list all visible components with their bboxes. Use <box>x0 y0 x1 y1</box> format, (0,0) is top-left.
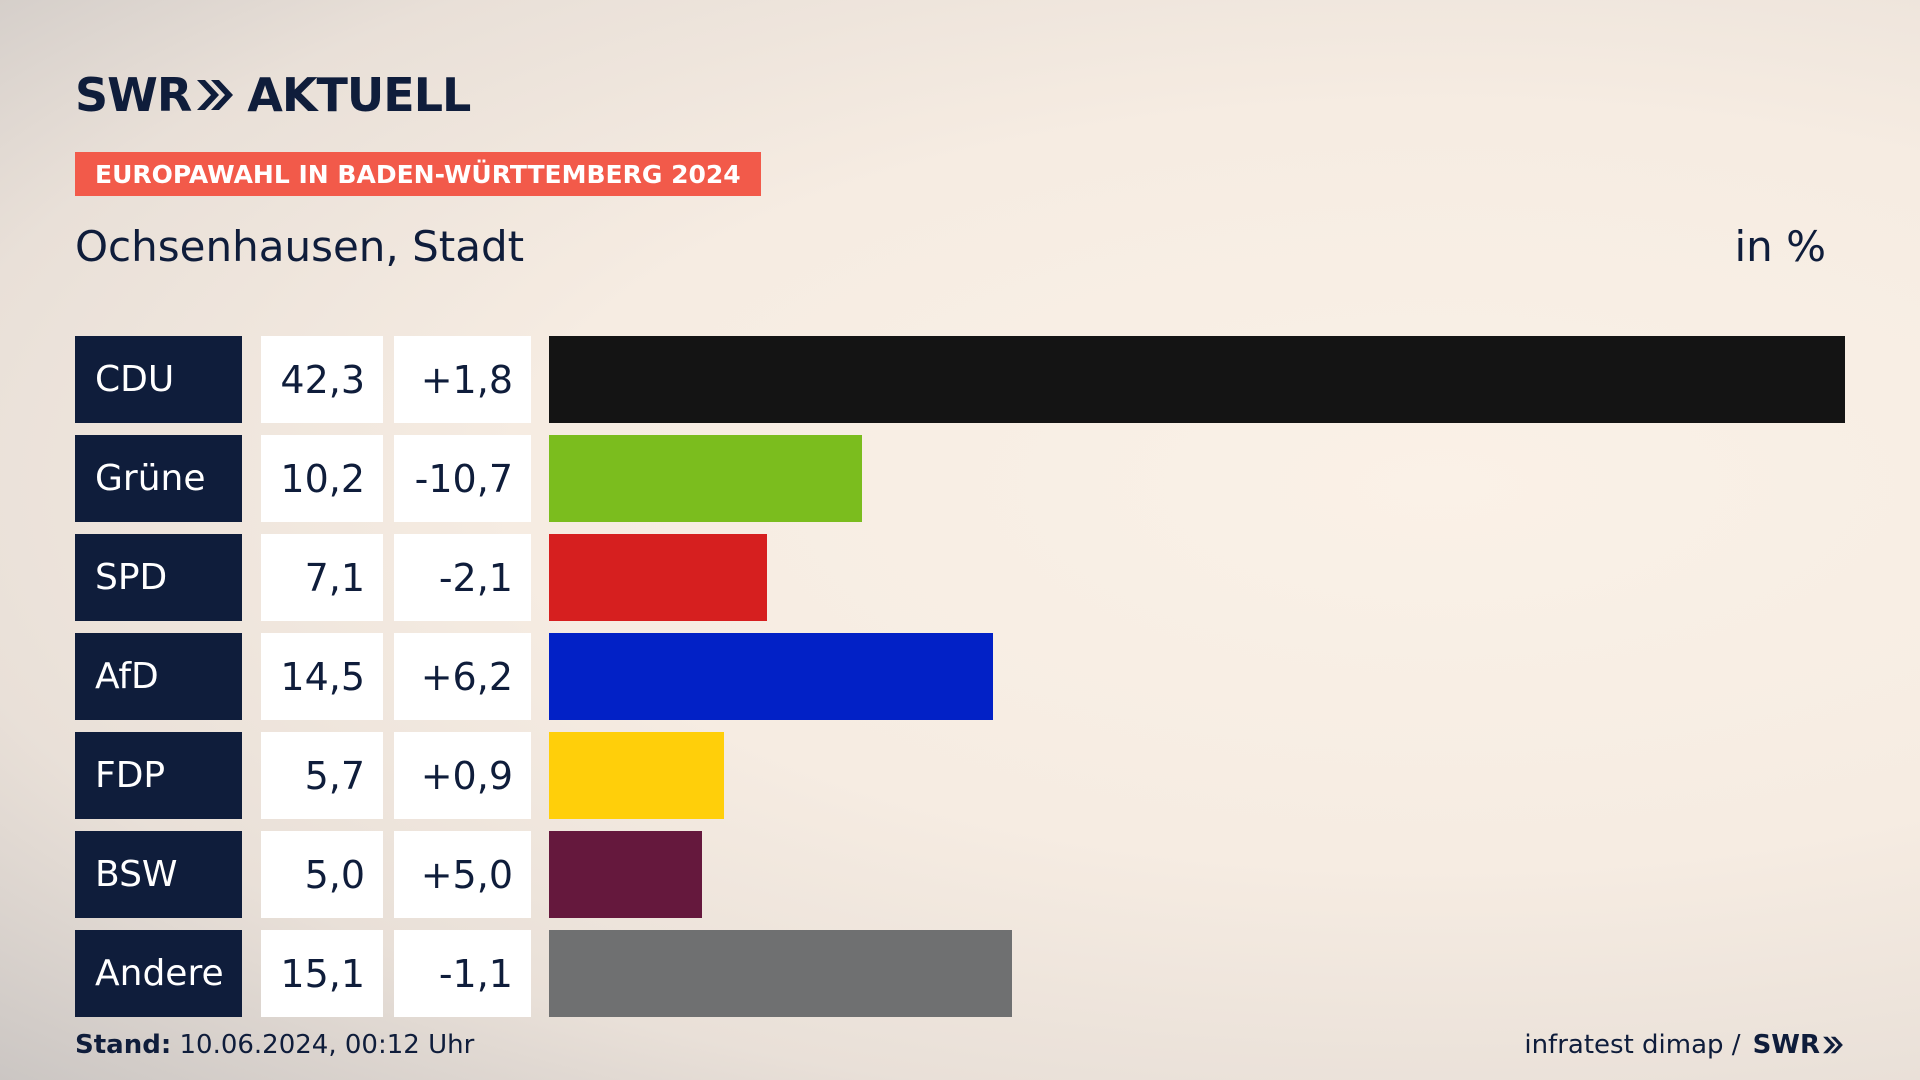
result-row: SPD 7,1 -2,1 <box>75 534 1845 621</box>
party-label: Grüne <box>75 435 242 522</box>
change-value: -1,1 <box>394 930 531 1017</box>
result-row: AfD 14,5 +6,2 <box>75 633 1845 720</box>
timestamp: Stand: 10.06.2024, 00:12 Uhr <box>75 1030 474 1060</box>
party-label: BSW <box>75 831 242 918</box>
double-chevron-small-icon <box>1823 1036 1843 1054</box>
unit-label: in % <box>1734 222 1826 271</box>
logo-aktuell-text: AKTUELL <box>247 68 471 122</box>
result-bar <box>549 831 702 918</box>
party-label: FDP <box>75 732 242 819</box>
election-badge: EUROPAWAHL IN BADEN-WÜRTTEMBERG 2024 <box>75 152 761 196</box>
stand-label: Stand: <box>75 1030 172 1060</box>
swr-aktuell-logo: SWR AKTUELL <box>75 68 471 122</box>
result-bar <box>549 633 993 720</box>
result-row: FDP 5,7 +0,9 <box>75 732 1845 819</box>
vote-share-value: 14,5 <box>261 633 383 720</box>
change-value: -2,1 <box>394 534 531 621</box>
vote-share-value: 5,7 <box>261 732 383 819</box>
source-text: infratest dimap / <box>1524 1030 1741 1060</box>
swr-small-logo: SWR <box>1753 1030 1844 1060</box>
result-bar <box>549 435 862 522</box>
logo-swr-text: SWR <box>75 68 192 122</box>
change-value: +5,0 <box>394 831 531 918</box>
change-value: +6,2 <box>394 633 531 720</box>
chart-title: Ochsenhausen, Stadt <box>75 222 525 271</box>
change-value: +0,9 <box>394 732 531 819</box>
stand-value: 10.06.2024, 00:12 Uhr <box>179 1030 475 1060</box>
vote-share-value: 42,3 <box>261 336 383 423</box>
party-label: Andere <box>75 930 242 1017</box>
change-value: -10,7 <box>394 435 531 522</box>
result-bar <box>549 534 767 621</box>
result-bar <box>549 336 1845 423</box>
party-label: SPD <box>75 534 242 621</box>
party-label: AfD <box>75 633 242 720</box>
vote-share-value: 7,1 <box>261 534 383 621</box>
vote-share-value: 10,2 <box>261 435 383 522</box>
result-bar <box>549 732 724 819</box>
source-credit: infratest dimap / SWR <box>1524 1030 1844 1060</box>
vote-share-value: 5,0 <box>261 831 383 918</box>
result-row: BSW 5,0 +5,0 <box>75 831 1845 918</box>
result-bar <box>549 930 1012 1017</box>
result-row: Andere 15,1 -1,1 <box>75 930 1845 1017</box>
change-value: +1,8 <box>394 336 531 423</box>
party-label: CDU <box>75 336 242 423</box>
swr-small-text: SWR <box>1752 1030 1820 1060</box>
result-row: Grüne 10,2 -10,7 <box>75 435 1845 522</box>
vote-share-value: 15,1 <box>261 930 383 1017</box>
double-chevron-icon <box>195 78 235 112</box>
result-row: CDU 42,3 +1,8 <box>75 336 1845 423</box>
